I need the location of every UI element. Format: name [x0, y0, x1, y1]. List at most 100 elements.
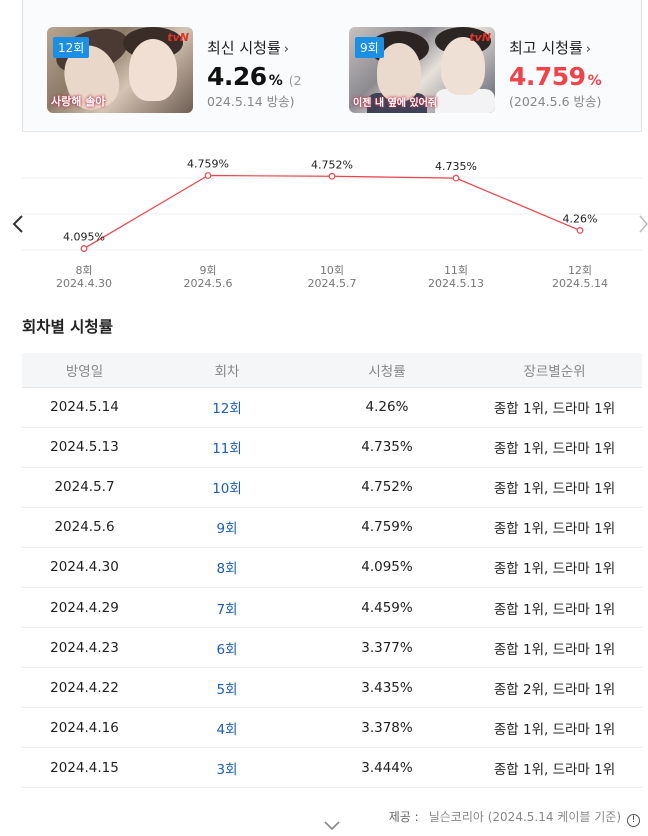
data-point[interactable]	[80, 245, 88, 252]
chevron-right-icon: ›	[283, 42, 289, 57]
row-rank: 종합 1위, 드라마 1위	[467, 467, 642, 508]
episode-badge: 12회	[53, 37, 90, 58]
row-rank: 종합 1위, 드라마 1위	[467, 387, 642, 428]
latest-rating-card[interactable]: 12회 tvN 사랑해 솔아 최신 시청률 › 4.26% (2 024.5.14 …	[47, 27, 327, 113]
table-row: 2024.4.23 6회 3.377% 종합 1위, 드라마 1위	[22, 627, 642, 669]
row-episode-link[interactable]: 4회	[216, 721, 238, 738]
highest-rating-card[interactable]: 9회 tvN 이젠 내 옆에 있어줘 최고 시청률 › 4.759% (2024.…	[349, 27, 639, 113]
episode-badge: 9회	[355, 37, 384, 58]
row-episode-link[interactable]: 12회	[212, 401, 242, 418]
header-rating: 시청률	[307, 353, 467, 388]
row-rank: 종합 1위, 드라마 1위	[467, 587, 642, 629]
row-date: 2024.5.13	[22, 427, 147, 468]
table-row: 2024.5.13 11회 4.735% 종합 1위, 드라마 1위	[22, 427, 642, 468]
thumbnail-caption: 이젠 내 옆에 있어줘	[353, 98, 438, 109]
channel-logo: tvN	[167, 31, 189, 44]
data-point[interactable]	[452, 174, 460, 182]
highest-episode-thumbnail[interactable]: 9회 tvN 이젠 내 옆에 있어줘	[349, 27, 495, 113]
row-episode-link[interactable]: 10회	[212, 481, 242, 498]
data-label: 4.095%	[63, 231, 105, 244]
highest-rating-link[interactable]: 최고 시청률 ›	[509, 39, 591, 57]
row-episode-link[interactable]: 6회	[216, 641, 238, 658]
ratings-table: 방영일 회차 시청률 장르별순위 2024.5.14 12회 4.26% 종합 1위,…	[22, 353, 642, 789]
header-date: 방영일	[22, 353, 147, 388]
row-rank: 종합 1위, 드라마 1위	[467, 547, 642, 588]
row-date: 2024.5.14	[22, 387, 147, 428]
chevron-right-icon[interactable]	[638, 212, 648, 236]
row-episode-link[interactable]: 7회	[216, 601, 238, 618]
table-row: 2024.4.30 8회 4.095% 종합 1위, 드라마 1위	[22, 547, 642, 588]
row-episode-link[interactable]: 9회	[216, 521, 238, 538]
row-rating: 3.378%	[307, 707, 467, 749]
latest-rating-link[interactable]: 최신 시청률 ›	[207, 39, 289, 57]
row-episode-link[interactable]: 8회	[216, 561, 238, 578]
data-label: 4.26%	[563, 212, 598, 225]
row-date: 2024.4.23	[22, 627, 147, 669]
data-provider-note: 제공 : 닐슨코리아 (2024.5.14 케이블 기준)!	[389, 808, 640, 827]
table-row: 2024.4.16 4회 3.378% 종합 1위, 드라마 1위	[22, 707, 642, 749]
row-rank: 종합 1위, 드라마 1위	[467, 707, 642, 749]
row-date: 2024.5.7	[22, 467, 147, 508]
header-episode: 회차	[147, 353, 307, 388]
data-point[interactable]	[576, 226, 584, 234]
row-rating: 4.752%	[307, 467, 467, 508]
x-tick-date: 2024.5.13	[428, 277, 484, 290]
rating-trend-chart: 4.095% 8회 2024.4.30 4.759% 9회 2024.5.6 4.752% 1…	[0, 150, 648, 300]
row-rating: 4.459%	[307, 587, 467, 629]
x-tick-date: 2024.5.14	[552, 277, 608, 290]
row-episode-link[interactable]: 5회	[216, 681, 238, 698]
header-rank: 장르별순위	[467, 353, 642, 388]
x-tick-episode: 11회	[444, 264, 468, 277]
row-rating: 4.759%	[307, 507, 467, 548]
latest-rating-date: 024.5.14 방송)	[207, 94, 295, 109]
row-date: 2024.4.15	[22, 747, 147, 789]
chevron-right-icon: ›	[585, 42, 591, 57]
latest-rating-value: 4.26	[207, 62, 267, 91]
latest-episode-thumbnail[interactable]: 12회 tvN 사랑해 솔아	[47, 27, 193, 113]
x-tick-episode: 10회	[320, 264, 344, 277]
data-label: 4.759%	[187, 158, 229, 171]
chevron-down-icon[interactable]	[322, 818, 342, 832]
row-rating: 3.377%	[307, 627, 467, 669]
rating-summary: 12회 tvN 사랑해 솔아 최신 시청률 › 4.26% (2 024.5.14 …	[22, 0, 642, 132]
table-row: 2024.5.6 9회 4.759% 종합 1위, 드라마 1위	[22, 507, 642, 548]
table-row: 2024.5.7 10회 4.752% 종합 1위, 드라마 1위	[22, 467, 642, 508]
row-rank: 종합 1위, 드라마 1위	[467, 507, 642, 548]
data-point[interactable]	[328, 172, 336, 180]
row-date: 2024.4.30	[22, 547, 147, 588]
row-rating: 3.435%	[307, 667, 467, 709]
row-rating: 3.444%	[307, 747, 467, 789]
row-rank: 종합 1위, 드라마 1위	[467, 427, 642, 468]
x-tick-episode: 8회	[75, 264, 92, 277]
row-date: 2024.4.16	[22, 707, 147, 749]
rating-series-line	[83, 174, 581, 250]
row-rank: 종합 1위, 드라마 1위	[467, 627, 642, 669]
x-tick-date: 2024.5.6	[184, 277, 233, 290]
row-episode-link[interactable]: 11회	[212, 441, 242, 458]
row-rank: 종합 1위, 드라마 1위	[467, 747, 642, 789]
row-rating: 4.735%	[307, 427, 467, 468]
row-rating: 4.26%	[307, 387, 467, 428]
table-row: 2024.5.14 12회 4.26% 종합 1위, 드라마 1위	[22, 387, 642, 428]
x-tick-episode: 9회	[199, 264, 216, 277]
x-tick-date: 2024.5.7	[308, 277, 357, 290]
table-header-row: 방영일 회차 시청률 장르별순위	[22, 353, 642, 388]
data-label: 4.752%	[311, 158, 353, 171]
row-date: 2024.4.29	[22, 587, 147, 629]
table-row: 2024.4.22 5회 3.435% 종합 2위, 드라마 1위	[22, 667, 642, 709]
highest-rating-value: 4.759	[509, 62, 586, 91]
thumbnail-caption: 사랑해 솔아	[51, 95, 106, 108]
data-point[interactable]	[204, 172, 212, 179]
info-icon[interactable]: !	[627, 814, 640, 827]
table-row: 2024.4.15 3회 3.444% 종합 1위, 드라마 1위	[22, 747, 642, 789]
chevron-left-icon[interactable]	[10, 212, 28, 236]
row-episode-link[interactable]: 3회	[216, 761, 238, 778]
channel-logo: tvN	[469, 31, 491, 44]
highest-rating-date: (2024.5.6 방송)	[509, 94, 602, 109]
row-date: 2024.4.22	[22, 667, 147, 709]
section-title: 회차별 시청률	[22, 318, 113, 336]
x-tick-episode: 12회	[568, 264, 592, 277]
row-date: 2024.5.6	[22, 507, 147, 548]
provider-name: 닐슨코리아 (2024.5.14 케이블 기준)	[428, 810, 621, 824]
